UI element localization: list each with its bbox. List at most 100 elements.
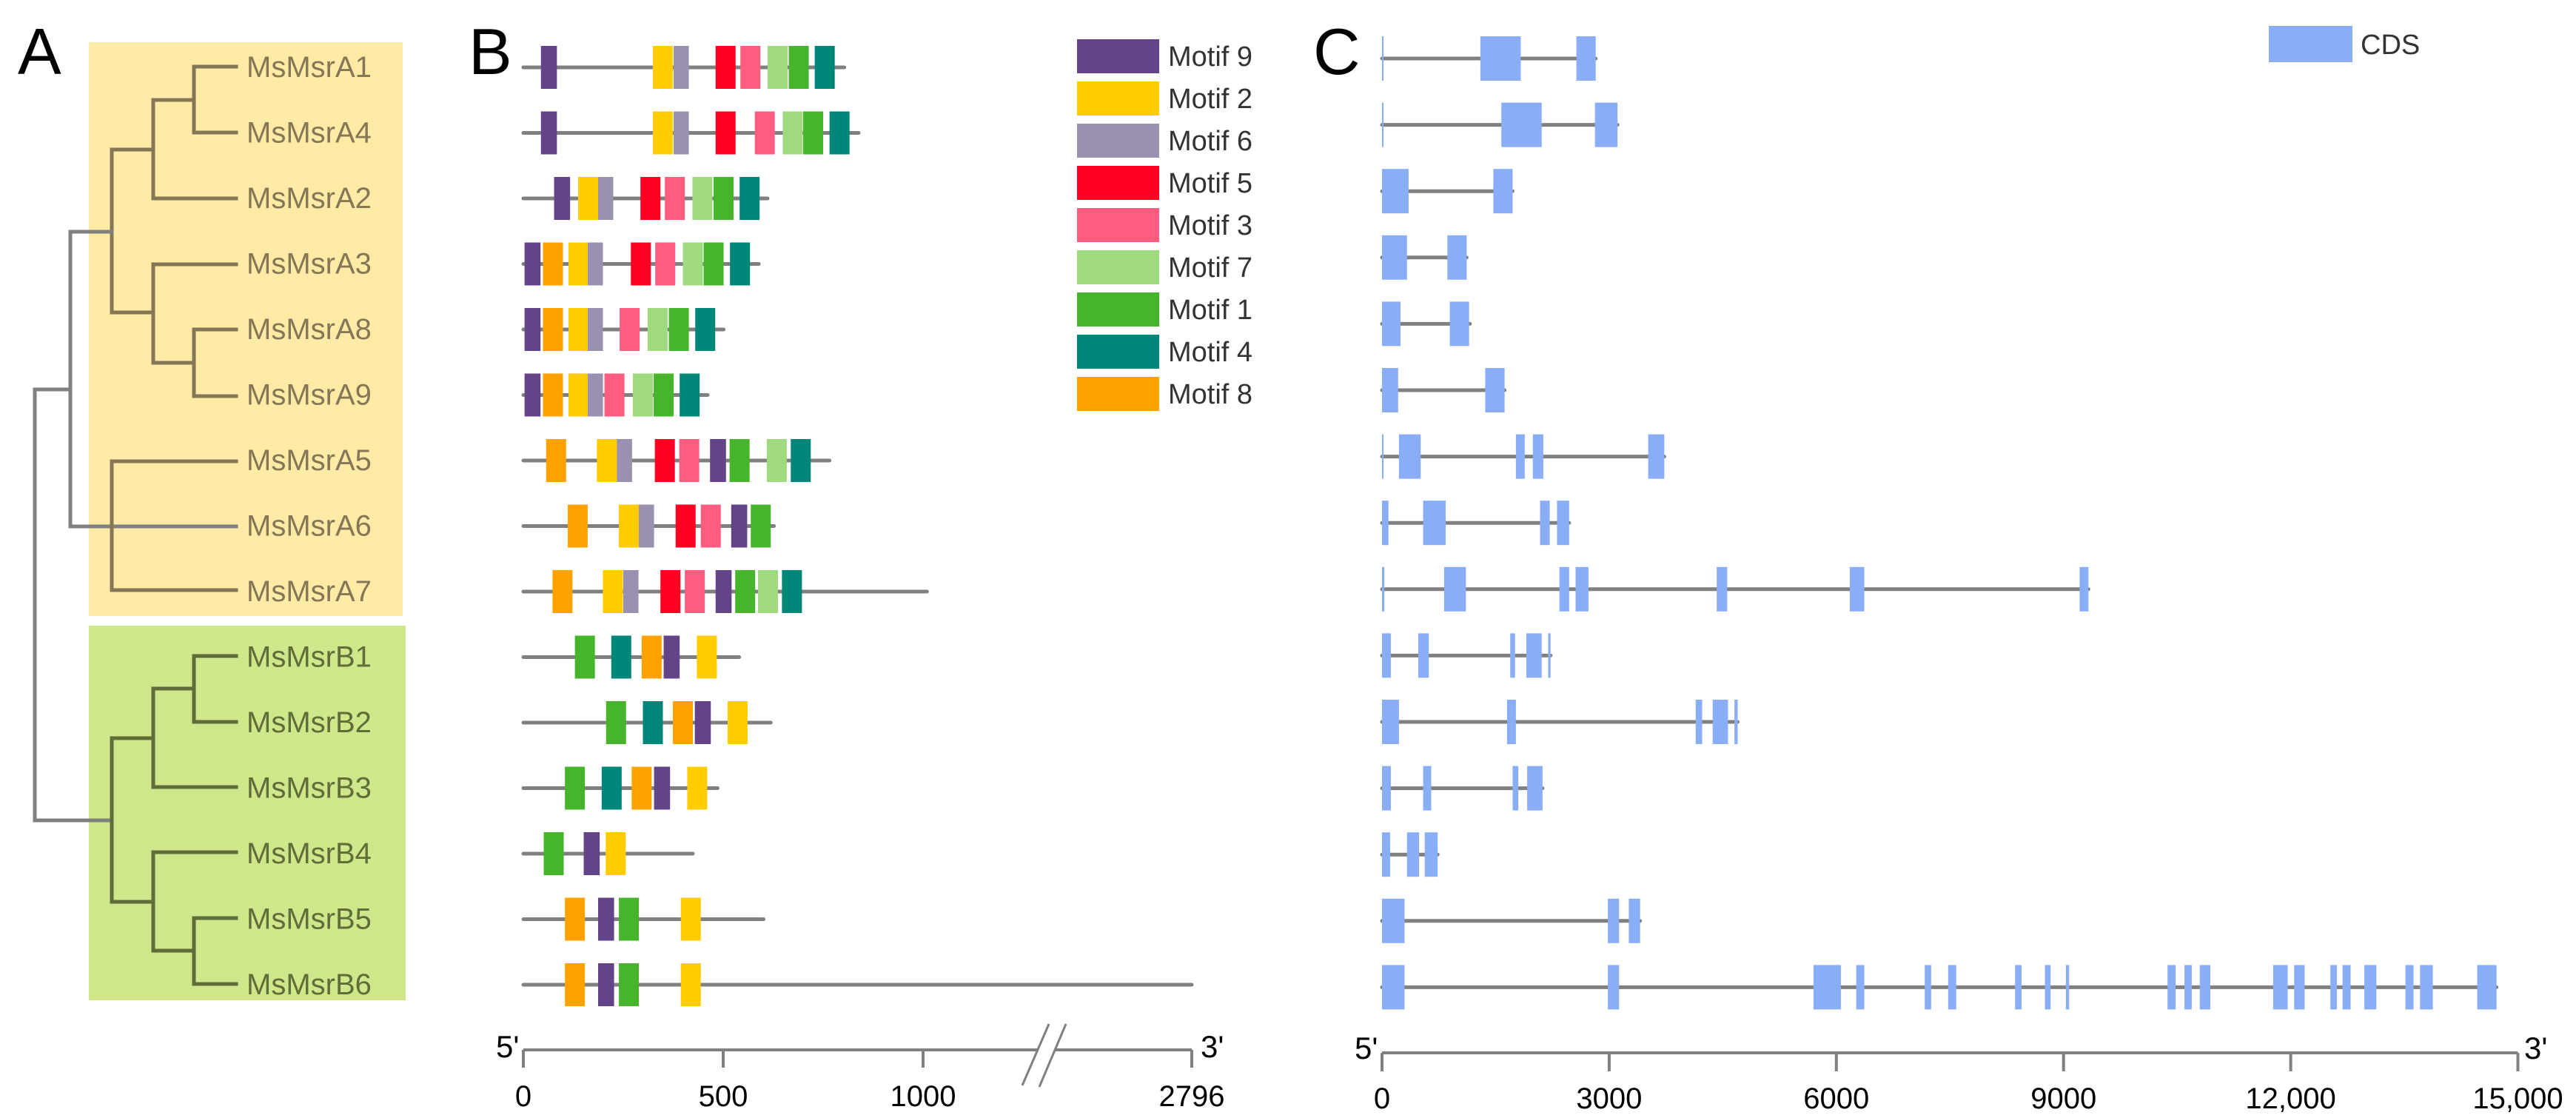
- axis-tick-label: 0: [515, 1080, 531, 1113]
- motif-6-swatch: [1077, 124, 1159, 158]
- cds-exon: [2405, 965, 2414, 1010]
- motif-3-box: [679, 439, 700, 482]
- cds-exon: [1527, 766, 1543, 811]
- motif-7-box: [682, 242, 703, 286]
- cds-exon: [1548, 633, 1551, 678]
- gene-label: MsMsrA5: [246, 444, 372, 477]
- motif-6-box: [617, 439, 632, 482]
- cds-exon: [2294, 965, 2305, 1010]
- motif-9-box: [710, 439, 726, 482]
- motif-1-box: [543, 832, 564, 875]
- motif-2-box: [606, 832, 626, 875]
- motif-8-box: [672, 701, 693, 744]
- motif-6-box: [639, 504, 654, 548]
- motif-1-box: [668, 308, 689, 351]
- gene-structure-row: [1380, 633, 1553, 678]
- motif-legend: Motif 9 Motif 2 Motif 6 Motif 5 Motif 3 Motif…: [1077, 39, 1252, 411]
- protein-row: [521, 635, 742, 679]
- cds-exon: [1382, 235, 1407, 280]
- motif-9-box: [554, 177, 571, 220]
- motif-9-box: [663, 635, 680, 679]
- motif-2-box: [680, 897, 701, 941]
- motif-8-swatch: [1077, 377, 1159, 411]
- cds-exon: [1576, 36, 1596, 81]
- gene-structure-row: [1380, 169, 1515, 214]
- gene-label: MsMsrA7: [246, 575, 372, 608]
- axis-tick-label: 6000: [1803, 1082, 1869, 1115]
- motif-9-box: [731, 504, 748, 548]
- gene-label: MsMsrA3: [246, 248, 372, 281]
- motif-6-box: [587, 373, 603, 417]
- motif-2-box: [652, 46, 673, 89]
- cds-exon: [1540, 501, 1550, 546]
- cds-exon: [2273, 965, 2288, 1010]
- motif-2-box: [697, 635, 717, 679]
- motif-8-box: [546, 439, 566, 482]
- motif-7-box: [766, 439, 787, 482]
- cds-exon: [1382, 301, 1401, 347]
- motif-legend-label: Motif 3: [1168, 210, 1252, 241]
- motif-3-box: [604, 373, 625, 417]
- gene-label: MsMsrB1: [246, 641, 372, 674]
- cds-exon: [1510, 633, 1515, 678]
- motif-9-box: [524, 242, 541, 286]
- panel-label-c: C: [1313, 15, 1361, 88]
- motif-6-box: [674, 111, 689, 155]
- motif-3-box: [665, 177, 685, 220]
- cds-exon: [1629, 898, 1640, 943]
- cds-exon: [1557, 501, 1569, 546]
- axis-3prime-label: 3': [2524, 1031, 2547, 1065]
- gene-label: MsMsrB6: [246, 968, 372, 1001]
- motif-4-box: [814, 46, 835, 89]
- gene-structure-row: [1380, 368, 1507, 412]
- cds-exon: [1480, 36, 1521, 81]
- motif-8-box: [543, 308, 563, 351]
- protein-row: [521, 439, 832, 482]
- motif-5-box: [660, 570, 681, 613]
- gene-label: MsMsrA8: [246, 313, 372, 346]
- motif-1-box: [565, 766, 586, 810]
- gene-structure-row: [1380, 501, 1572, 546]
- cds-exon: [1526, 633, 1542, 678]
- motif-7-box: [767, 46, 788, 89]
- protein-row: [521, 242, 761, 286]
- motif-1-box: [606, 701, 626, 744]
- protein-row: [521, 308, 726, 351]
- axis-5prime-label: 5': [1355, 1031, 1378, 1065]
- motif-2-box: [568, 242, 589, 286]
- motif-9-box: [540, 111, 557, 155]
- motif-5-swatch: [1077, 166, 1159, 200]
- cds-exon: [2045, 965, 2051, 1010]
- gene-structure-row: [1380, 36, 1598, 81]
- motif-3-box: [620, 308, 640, 351]
- cds-exon: [1948, 965, 1956, 1010]
- protein-row: [521, 177, 770, 220]
- cds-exon: [1382, 766, 1391, 811]
- motif-3-box: [754, 111, 775, 155]
- motif-1-box: [729, 439, 750, 482]
- cds-exon: [2477, 965, 2497, 1010]
- motif-5-box: [631, 242, 651, 286]
- cds-exon: [1398, 434, 1421, 479]
- gene-label: MsMsrB5: [246, 903, 372, 936]
- motif-1-box: [574, 635, 595, 679]
- gene-label: MsMsrB2: [246, 706, 372, 739]
- axis-tick-label: 0: [1374, 1082, 1390, 1115]
- cds-legend-label: CDS: [2361, 30, 2420, 61]
- motif-1-box: [654, 373, 674, 417]
- cds-legend-swatch: [2269, 26, 2352, 62]
- motif-8-box: [631, 766, 652, 810]
- protein-row: [521, 897, 766, 941]
- axis-tick-label: 12,000: [2245, 1082, 2335, 1115]
- motif-1-box: [735, 570, 756, 613]
- motif-2-box: [687, 766, 708, 810]
- motif-4-box: [739, 177, 760, 220]
- motif-9-box: [597, 963, 614, 1006]
- gene-label: MsMsrB3: [246, 772, 372, 805]
- axis-tick-label: 1000: [890, 1080, 956, 1113]
- gene-structure-panel: C CDS 0 3000 6000 9000 12,000 15,000 5' 3': [1313, 15, 2563, 1115]
- cds-exon: [1406, 832, 1420, 877]
- cds-exon: [1849, 566, 1865, 612]
- motif-2-box: [577, 177, 598, 220]
